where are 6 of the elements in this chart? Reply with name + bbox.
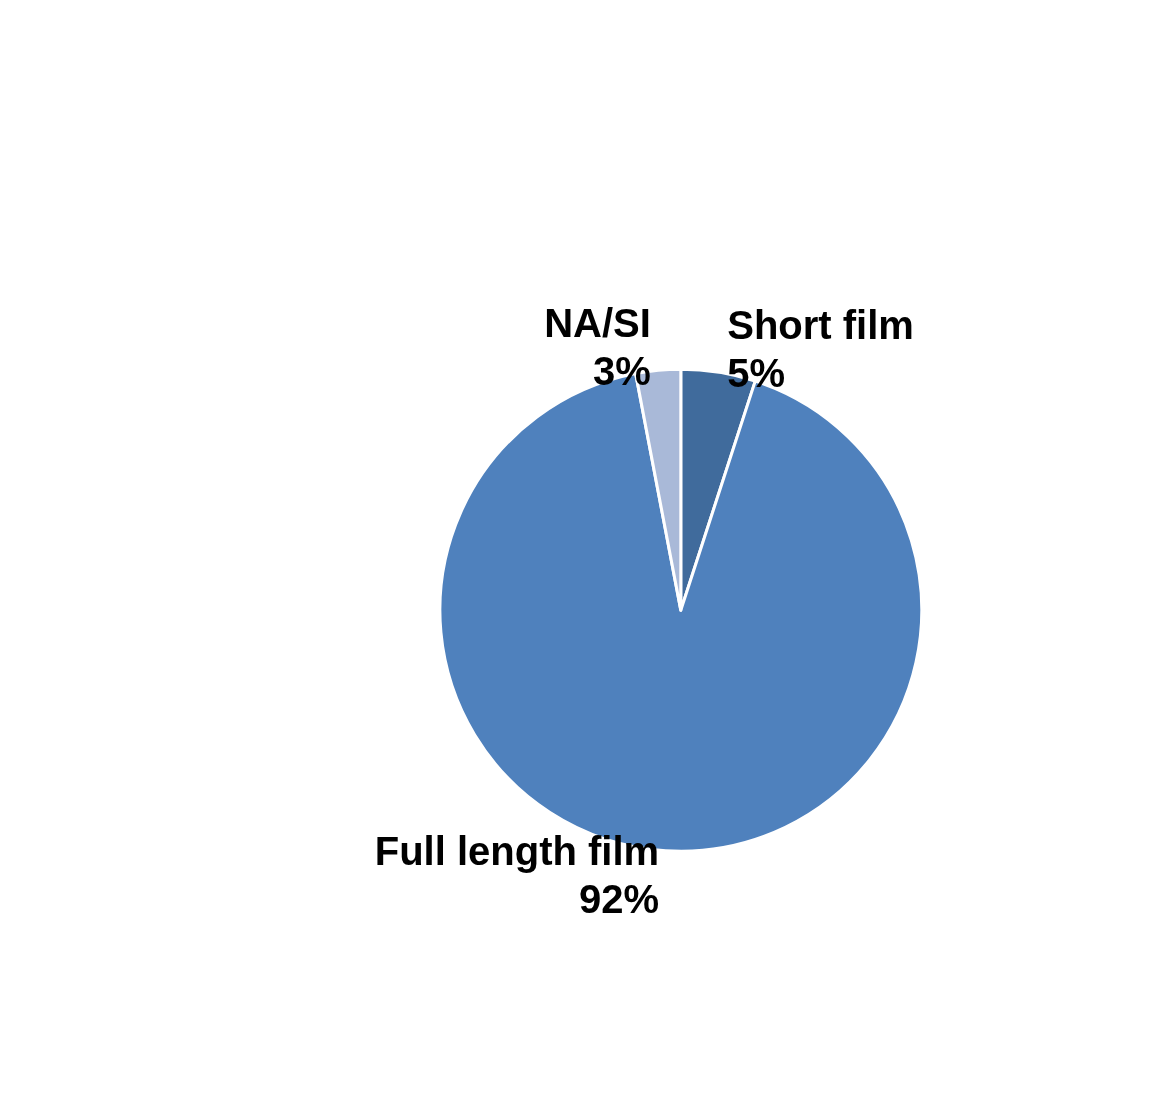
data-label: 92% — [579, 876, 660, 921]
slice-label: Full length film — [374, 828, 660, 873]
slice-label: NA/SI — [544, 300, 651, 345]
data-label: 5% — [727, 350, 786, 395]
data-label: 3% — [593, 348, 651, 393]
slice-label: Short film — [727, 302, 914, 347]
